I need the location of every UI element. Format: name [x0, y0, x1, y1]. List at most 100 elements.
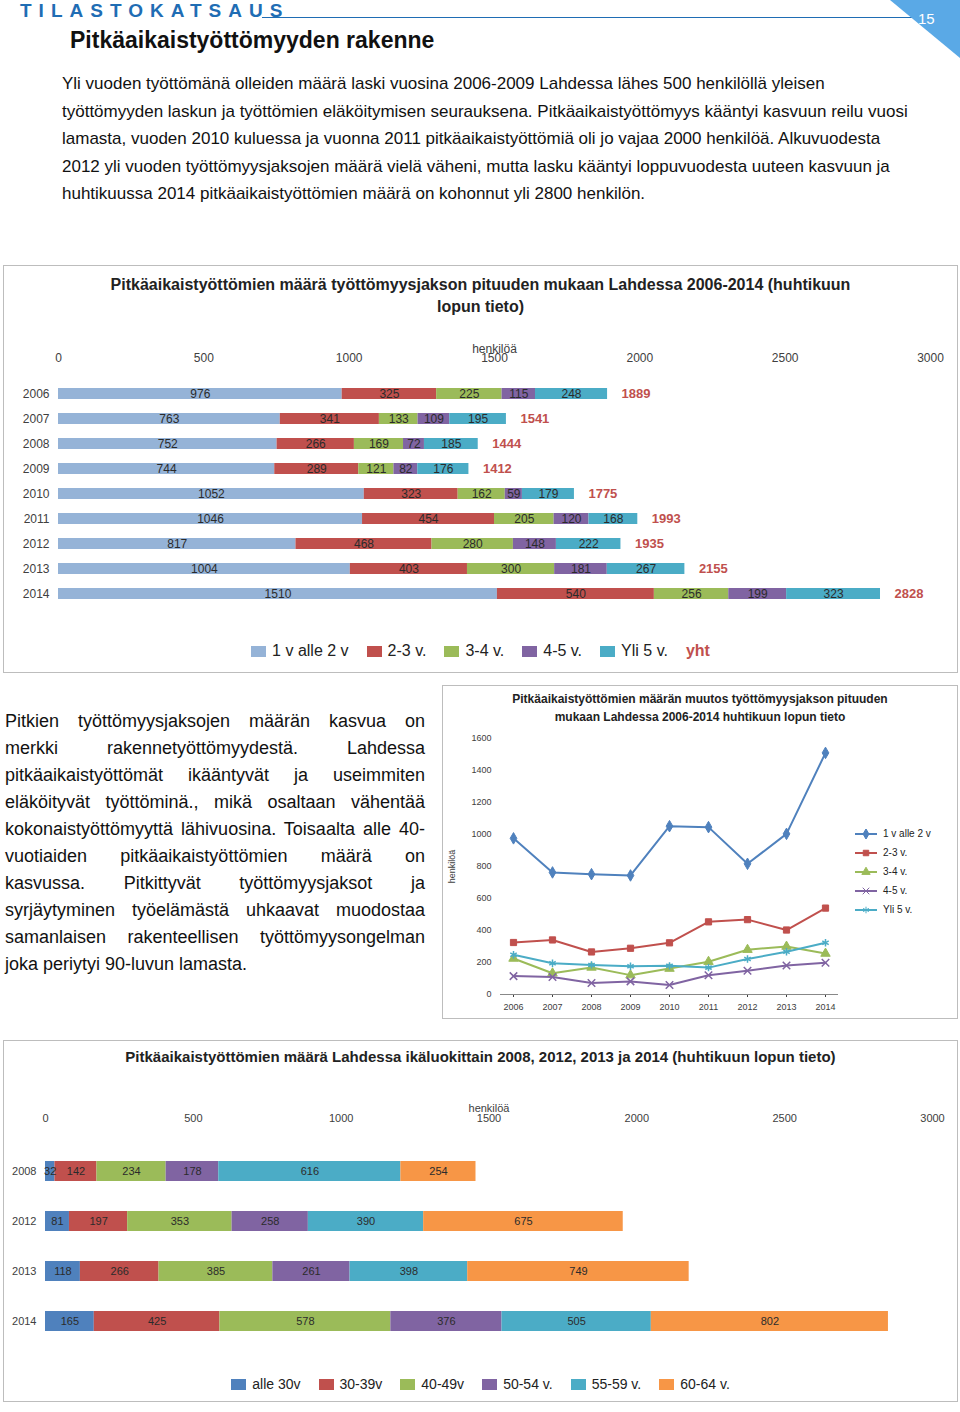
- svg-text:2000: 2000: [625, 1112, 649, 1124]
- svg-text:1775: 1775: [588, 486, 617, 501]
- svg-text:222: 222: [579, 537, 599, 551]
- svg-text:2008: 2008: [23, 437, 50, 451]
- svg-text:1000: 1000: [336, 351, 363, 365]
- svg-text:258: 258: [261, 1215, 279, 1227]
- svg-text:1510: 1510: [265, 587, 292, 601]
- svg-text:120: 120: [562, 512, 582, 526]
- svg-text:675: 675: [514, 1215, 532, 1227]
- svg-text:2013: 2013: [12, 1265, 36, 1277]
- svg-text:1200: 1200: [471, 797, 491, 807]
- svg-text:2500: 2500: [772, 1112, 796, 1124]
- svg-text:121: 121: [366, 462, 386, 476]
- svg-text:1004: 1004: [191, 562, 218, 576]
- svg-text:176: 176: [433, 462, 453, 476]
- svg-text:2009: 2009: [620, 1002, 640, 1012]
- svg-text:2014: 2014: [23, 587, 50, 601]
- svg-text:385: 385: [207, 1265, 225, 1277]
- svg-text:1000: 1000: [471, 829, 491, 839]
- svg-text:2009: 2009: [23, 462, 50, 476]
- svg-text:2155: 2155: [699, 561, 728, 576]
- svg-text:248: 248: [562, 387, 582, 401]
- svg-text:225: 225: [459, 387, 479, 401]
- svg-text:0: 0: [55, 351, 62, 365]
- svg-text:749: 749: [569, 1265, 587, 1277]
- svg-text:2007: 2007: [23, 412, 50, 426]
- svg-text:2010: 2010: [659, 1002, 679, 1012]
- svg-text:195: 195: [468, 412, 488, 426]
- svg-text:500: 500: [194, 351, 214, 365]
- svg-text:115: 115: [509, 387, 528, 401]
- svg-text:162: 162: [472, 487, 492, 501]
- svg-text:400: 400: [476, 925, 491, 935]
- svg-text:165: 165: [61, 1315, 79, 1327]
- svg-text:2013: 2013: [23, 562, 50, 576]
- svg-text:800: 800: [476, 861, 491, 871]
- svg-text:2008: 2008: [581, 1002, 601, 1012]
- svg-text:3000: 3000: [917, 351, 944, 365]
- svg-text:1000: 1000: [329, 1112, 353, 1124]
- svg-text:32: 32: [44, 1165, 56, 1177]
- svg-text:henkilöä: henkilöä: [469, 1102, 511, 1114]
- svg-text:267: 267: [636, 562, 656, 576]
- svg-text:2006: 2006: [503, 1002, 523, 1012]
- svg-text:376: 376: [437, 1315, 455, 1327]
- svg-text:1444: 1444: [492, 436, 522, 451]
- svg-text:2828: 2828: [895, 586, 924, 601]
- svg-text:178: 178: [183, 1165, 201, 1177]
- svg-text:468: 468: [354, 537, 374, 551]
- svg-text:205: 205: [514, 512, 534, 526]
- svg-text:133: 133: [389, 412, 409, 426]
- svg-text:323: 323: [824, 587, 844, 601]
- svg-text:1412: 1412: [483, 461, 512, 476]
- svg-text:817: 817: [167, 537, 187, 551]
- svg-text:353: 353: [171, 1215, 189, 1227]
- svg-text:1935: 1935: [635, 536, 664, 551]
- svg-text:289: 289: [307, 462, 327, 476]
- svg-text:81: 81: [51, 1215, 63, 1227]
- svg-text:2011: 2011: [699, 1002, 718, 1012]
- svg-text:109: 109: [424, 412, 444, 426]
- svg-text:2010: 2010: [23, 487, 50, 501]
- svg-text:2000: 2000: [626, 351, 653, 365]
- svg-text:197: 197: [89, 1215, 107, 1227]
- svg-text:454: 454: [419, 512, 439, 526]
- svg-text:2014: 2014: [815, 1002, 835, 1012]
- svg-text:15: 15: [918, 10, 935, 27]
- svg-text:2006: 2006: [23, 387, 50, 401]
- svg-text:616: 616: [301, 1165, 319, 1177]
- svg-text:0: 0: [486, 989, 491, 999]
- svg-text:179: 179: [538, 487, 558, 501]
- svg-text:341: 341: [320, 412, 340, 426]
- svg-text:266: 266: [306, 437, 326, 451]
- svg-text:82: 82: [399, 462, 413, 476]
- svg-text:300: 300: [501, 562, 521, 576]
- svg-text:2011: 2011: [24, 512, 50, 526]
- svg-text:169: 169: [369, 437, 389, 451]
- svg-text:1889: 1889: [622, 386, 651, 401]
- svg-text:2013: 2013: [776, 1002, 796, 1012]
- svg-text:2008: 2008: [12, 1165, 36, 1177]
- svg-text:600: 600: [476, 893, 491, 903]
- svg-text:2500: 2500: [772, 351, 799, 365]
- svg-text:118: 118: [54, 1265, 72, 1277]
- svg-text:2012: 2012: [12, 1215, 36, 1227]
- svg-text:425: 425: [148, 1315, 166, 1327]
- svg-text:200: 200: [476, 957, 491, 967]
- svg-text:261: 261: [302, 1265, 320, 1277]
- svg-text:168: 168: [603, 512, 623, 526]
- svg-text:henkilöä: henkilöä: [472, 342, 517, 356]
- svg-text:2012: 2012: [737, 1002, 757, 1012]
- svg-text:403: 403: [399, 562, 419, 576]
- svg-text:540: 540: [566, 587, 586, 601]
- svg-text:500: 500: [184, 1112, 202, 1124]
- svg-text:578: 578: [296, 1315, 314, 1327]
- svg-text:1046: 1046: [197, 512, 224, 526]
- svg-text:185: 185: [441, 437, 461, 451]
- svg-text:744: 744: [157, 462, 177, 476]
- svg-text:3000: 3000: [920, 1112, 944, 1124]
- svg-text:280: 280: [463, 537, 483, 551]
- svg-text:1541: 1541: [520, 411, 549, 426]
- svg-text:1400: 1400: [471, 765, 491, 775]
- svg-text:256: 256: [682, 587, 702, 601]
- svg-text:1052: 1052: [198, 487, 225, 501]
